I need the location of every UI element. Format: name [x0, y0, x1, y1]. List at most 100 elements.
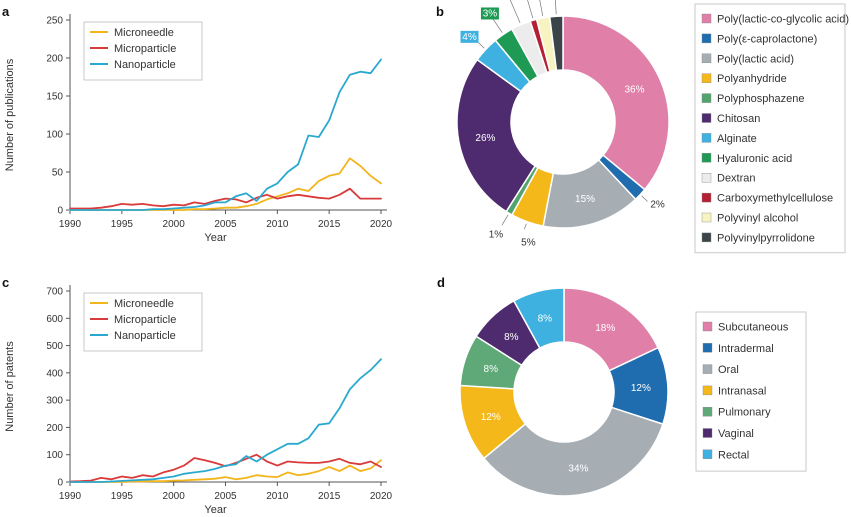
y-tick-label: 200 — [46, 54, 63, 65]
x-tick-label: 2020 — [370, 219, 393, 230]
legend-swatch-intranasal — [702, 385, 713, 396]
x-tick-label: 2005 — [214, 219, 237, 230]
x-tick-label: 1995 — [111, 491, 134, 502]
legend-label-nanoparticle: Nanoparticle — [114, 59, 176, 71]
legend-label-chitosan: Chitosan — [717, 113, 760, 125]
y-tick-label: 0 — [57, 478, 63, 489]
slice-label-polyanhydride: 5% — [521, 237, 536, 248]
legend-label-nanoparticle: Nanoparticle — [114, 330, 176, 342]
y-tick-label: 500 — [46, 341, 63, 352]
polymer-donut-chart: 36%2%15%5%1%26%4%3%3%1%2%2%Poly(lactic-c… — [456, 0, 849, 254]
slice-label-alginate: 4% — [462, 32, 477, 43]
legend-label-polyvinyl-alcohol: Polyvinyl alcohol — [717, 213, 798, 225]
legend-label-intranasal: Intranasal — [718, 385, 766, 397]
route-donut-chart: 18% 12% 34% 12% 8% 8% 8% Subcutaneous Intraderma… — [459, 287, 807, 497]
panel-letter-d: d — [437, 275, 445, 290]
y-tick-label: 50 — [52, 168, 64, 179]
legend-swatch-vaginal — [702, 428, 713, 438]
x-tick-label: 2010 — [266, 491, 289, 502]
legend-label-hyaluronic-acid: Hyaluronic acid — [717, 153, 792, 165]
x-tick-label: 2005 — [214, 491, 237, 502]
legend-label-carboxymethylcellulose: Carboxymethylcellulose — [717, 193, 833, 205]
legend-box — [694, 3, 846, 254]
legend-label-dextran: Dextran — [717, 173, 756, 185]
legend-label-microparticle: Microparticle — [114, 314, 176, 326]
x-tick-label: 2010 — [266, 219, 289, 230]
legend-swatch-poly-lactic-acid — [701, 53, 712, 63]
panel-letter-c: c — [2, 275, 9, 290]
legend-swatch-polyphosphazene — [701, 93, 712, 103]
legend-swatch-dextran — [701, 172, 712, 183]
series-line-microparticle — [69, 187, 382, 210]
legend-label-microparticle: Microparticle — [114, 43, 176, 55]
legend-label-subcutaneous: Subcutaneous — [718, 322, 789, 334]
legend-swatch-pulmonary — [702, 407, 713, 417]
slice-chitosan — [456, 58, 537, 213]
slice-label-pulmonary: 8% — [484, 364, 499, 375]
legend-swatch-poly-caprolactone — [701, 33, 712, 44]
y-tick-label: 400 — [46, 368, 63, 379]
legend-swatch-oral — [702, 364, 713, 374]
y-tick-label: 150 — [46, 92, 63, 103]
slice-label-poly-lactic-acid: 15% — [575, 194, 595, 205]
legend-swatch-alginate — [701, 133, 712, 143]
slice-label-chitosan: 26% — [475, 133, 495, 144]
y-axis-title: Number of patents — [4, 341, 16, 432]
series-line-microneedle — [69, 459, 382, 483]
y-tick-label: 700 — [46, 287, 63, 298]
legend-swatch-polyvinylpyrrolidone — [701, 232, 712, 243]
slice-label-rectal: 8% — [538, 313, 553, 324]
legend-swatch-carboxymethylcellulose — [701, 192, 712, 203]
legend-label-rectal: Rectal — [718, 449, 749, 461]
leader-line-polyvinylpyrrolidone — [554, 0, 557, 15]
x-tick-label: 2000 — [163, 219, 186, 230]
x-tick-label: 2020 — [370, 491, 393, 502]
y-tick-label: 200 — [46, 423, 63, 434]
leader-line-poly-caprolactone — [641, 195, 648, 202]
legend-label-polyanhydride: Polyanhydride — [717, 73, 787, 85]
leader-line-polyanhydride — [524, 223, 527, 230]
slice-label-poly-caprolactone: 2% — [650, 199, 665, 210]
label-box-alginate — [460, 30, 479, 43]
leader-line-carboxymethylcellulose — [527, 0, 534, 19]
label-box-hyaluronic-acid — [480, 7, 499, 20]
y-tick-label: 600 — [46, 314, 63, 325]
publications-line-chart: 0 50 100 150 200 250 1990 1995 2000 2005 2010 2015 2… — [4, 14, 393, 244]
legend-box — [695, 311, 807, 472]
slice-poly-lactic-co-glycolic-acid — [562, 15, 670, 191]
x-tick-label: 2015 — [318, 219, 341, 230]
y-tick-label: 300 — [46, 396, 63, 407]
leader-line-dextran — [509, 0, 521, 24]
slice-rectal — [512, 287, 565, 350]
slice-label-intradermal: 12% — [631, 383, 651, 394]
legend-swatch-chitosan — [701, 113, 712, 123]
legend-swatch-polyvinyl-alcohol — [701, 212, 712, 223]
legend-label-poly-caprolactone: Poly(ε-caprolactone) — [717, 33, 817, 45]
y-tick-label: 250 — [46, 16, 63, 27]
y-tick-label: 100 — [46, 130, 63, 141]
legend-label-microneedle: Microneedle — [114, 27, 174, 39]
legend-label-poly-lactic-co-glycolic-acid: Poly(lactic-co-glycolic acid) — [717, 14, 849, 26]
x-tick-label: 2015 — [318, 491, 341, 502]
series-line-nanoparticle — [69, 358, 382, 483]
legend-swatch-intradermal — [702, 343, 713, 353]
slice-label-subcutaneous: 18% — [595, 323, 615, 334]
slice-label-vaginal: 8% — [504, 332, 519, 343]
legend-label-alginate: Alginate — [717, 133, 757, 145]
leader-line-polyphosphazene — [501, 214, 509, 226]
slice-oral — [482, 406, 664, 497]
legend-swatch-poly-lactic-co-glycolic-acid — [701, 13, 712, 24]
legend-swatch-rectal — [702, 449, 713, 459]
series-line-nanoparticle — [69, 58, 382, 211]
legend-label-oral: Oral — [718, 364, 739, 376]
x-axis-title: Year — [204, 504, 227, 516]
legend-label-poly-lactic-acid: Poly(lactic acid) — [717, 53, 794, 65]
patents-line-chart: 0 100 200 300 400 500 600 700 1990 1995 2000 2005 20… — [4, 285, 393, 516]
legend-label-polyphosphazene: Polyphosphazene — [717, 93, 804, 105]
x-tick-label: 1990 — [59, 491, 82, 502]
slice-label-poly-lactic-co-glycolic-acid: 36% — [624, 84, 644, 95]
leader-line-polyvinyl-alcohol — [539, 0, 544, 16]
legend-swatch-hyaluronic-acid — [701, 153, 712, 163]
legend-label-vaginal: Vaginal — [718, 428, 754, 440]
